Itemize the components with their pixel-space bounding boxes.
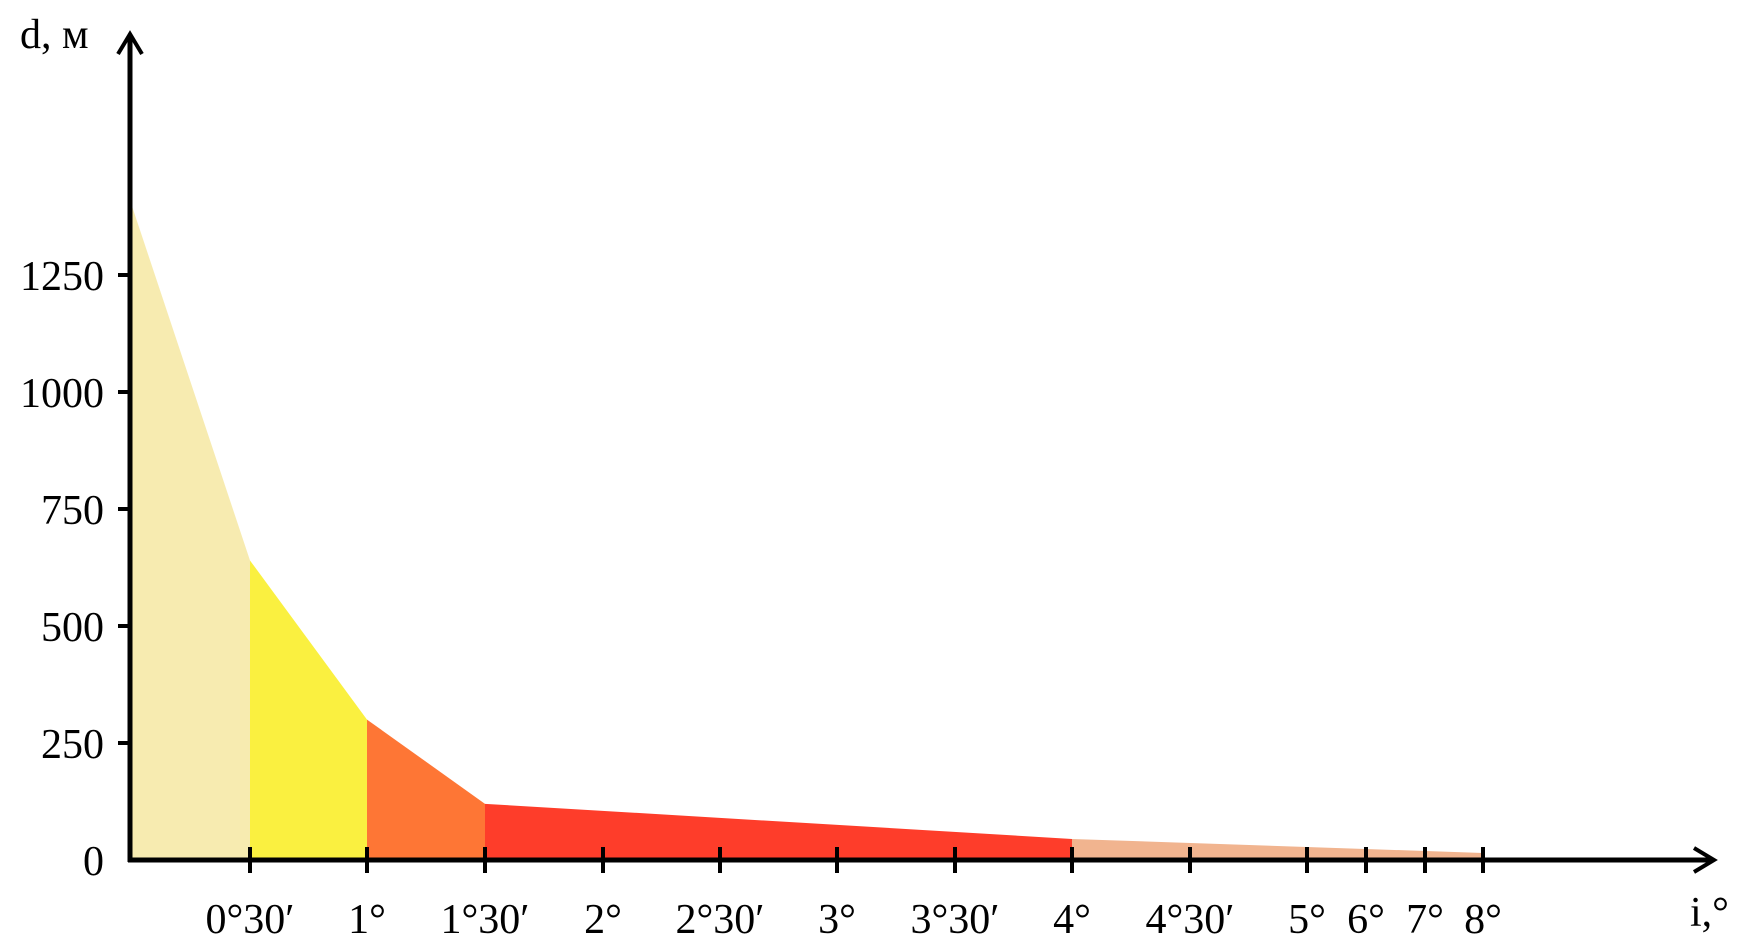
area-segment-1 [130, 200, 250, 860]
x-tick-label: 0°30′ [206, 897, 295, 943]
x-tick-label: 5° [1288, 897, 1326, 943]
x-tick-label: 1° [348, 897, 386, 943]
area-segment-4 [485, 803, 1072, 860]
x-axis-label: i,° [1690, 890, 1729, 936]
x-tick-label: 2° [584, 897, 622, 943]
area-segment-3 [367, 719, 485, 860]
x-tick-label: 4°30′ [1146, 897, 1235, 943]
x-tick-label: 3° [818, 897, 856, 943]
axes [116, 30, 1718, 874]
x-tick-label: 8° [1464, 897, 1502, 943]
x-tick-label: 7° [1406, 897, 1444, 943]
x-axis-arrow [1692, 846, 1718, 874]
area-segment-2 [250, 560, 367, 860]
y-tick-label: 750 [41, 488, 104, 534]
y-ticks: 0 250 500 750 1000 1250 [20, 254, 130, 885]
x-ticks: 0°30′ 1° 1°30′ 2° 2°30′ 3° 3°30′ 4° 4°30′ 5° 6° 7° 8… [206, 847, 1502, 943]
x-tick-label: 6° [1347, 897, 1385, 943]
y-axis-label: d, м [20, 12, 89, 58]
x-tick-label: 2°30′ [676, 897, 765, 943]
x-tick-label: 1°30′ [441, 897, 530, 943]
y-tick-label: 250 [41, 722, 104, 768]
y-tick-label: 0 [83, 839, 104, 885]
area-segments [130, 200, 1483, 860]
x-tick-label: 3°30′ [911, 897, 1000, 943]
y-tick-label: 500 [41, 605, 104, 651]
y-tick-label: 1250 [20, 254, 104, 300]
x-tick-label: 4° [1053, 897, 1091, 943]
area-segment-5 [1072, 838, 1483, 860]
y-axis-arrow [116, 30, 144, 56]
y-tick-label: 1000 [20, 371, 104, 417]
